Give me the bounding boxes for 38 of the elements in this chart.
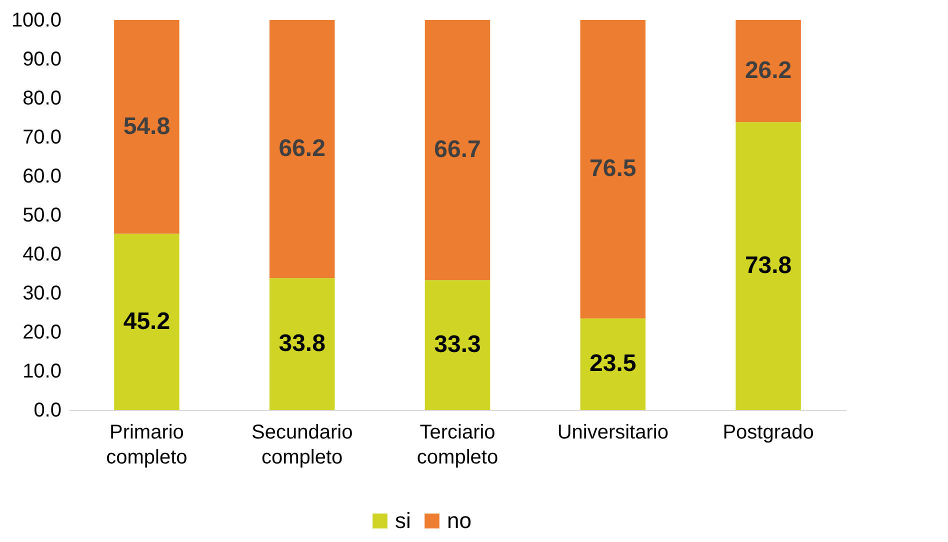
y-tick-label: 40.0 — [22, 244, 62, 266]
x-tick-label: Terciario completo — [416, 422, 498, 468]
data-label: 66.7 — [434, 136, 481, 164]
bar — [269, 278, 335, 410]
y-tick-label: 50.0 — [22, 204, 62, 226]
data-label: 33.8 — [278, 330, 326, 358]
y-tick-label: 0.0 — [34, 400, 62, 422]
x-tick-label: Primario completo — [106, 422, 188, 468]
y-tick-label: 80.0 — [22, 88, 62, 110]
data-label: 33.3 — [434, 331, 481, 358]
legend-label: si — [395, 508, 411, 533]
bar — [736, 122, 801, 410]
data-label: 23.5 — [590, 350, 636, 378]
data-label: 45.2 — [123, 308, 170, 335]
data-label: 76.5 — [590, 155, 636, 182]
x-tick-label: Secundario completo — [252, 422, 353, 468]
x-tick-label: Universitario — [557, 422, 668, 444]
legend-label: no — [447, 508, 472, 533]
bar — [114, 234, 180, 410]
x-tick-label: Postgrado — [722, 422, 814, 444]
y-tick-label: 30.0 — [22, 282, 62, 304]
bar — [580, 20, 646, 318]
y-tick-label: 100.0 — [11, 10, 62, 32]
y-tick-label: 90.0 — [22, 48, 62, 70]
bar — [114, 20, 180, 234]
y-tick-label: 20.0 — [22, 322, 62, 344]
y-tick-label: 60.0 — [22, 166, 62, 188]
data-label: 73.8 — [744, 252, 792, 280]
bar — [269, 20, 335, 278]
bar — [424, 20, 490, 280]
data-label: 66.2 — [278, 135, 326, 162]
data-label: 54.8 — [123, 112, 170, 140]
bar — [580, 318, 646, 410]
y-tick-label: 10.0 — [22, 360, 62, 382]
data-label: 26.2 — [744, 57, 792, 84]
bar — [424, 280, 490, 410]
y-tick-label: 70.0 — [22, 126, 62, 148]
bar — [736, 20, 801, 122]
